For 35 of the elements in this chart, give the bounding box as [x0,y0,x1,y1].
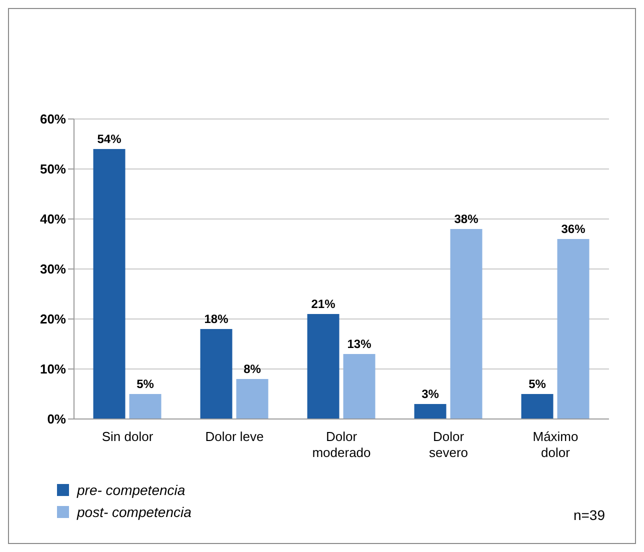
bar [307,314,340,419]
y-tick-label: 20% [40,312,66,327]
x-tick-label: Sin dolor [102,429,154,444]
data-label: 36% [561,222,586,236]
y-tick-label: 40% [40,212,66,227]
x-tick-label: Máximo dolor [532,429,578,460]
x-tick-label: Dolor severo [428,429,468,460]
bar [521,394,554,419]
bar [557,239,590,419]
y-tick-label: 10% [40,362,66,377]
bar [129,394,162,419]
x-tick-label: Dolor leve [205,429,264,444]
data-label: 18% [204,312,229,326]
legend-label: pre- competencia [77,482,186,498]
data-label: 54% [97,132,122,146]
bar [450,229,482,419]
data-label: 13% [347,337,372,351]
data-label: 21% [311,297,336,311]
x-tick-label: Dolor moderado [312,429,371,460]
legend-label: post- competencia [77,504,192,520]
bar [343,354,376,419]
data-label: 5% [528,377,546,391]
y-tick-label: 30% [40,262,66,277]
data-label: 38% [454,212,479,226]
bar [236,379,268,419]
data-label: 3% [422,387,440,401]
y-tick-label: 50% [40,162,66,177]
data-label: 5% [136,377,154,391]
bar [414,404,446,419]
y-tick-label: 60% [40,112,66,127]
bar [93,149,126,419]
data-label: 8% [244,362,262,376]
y-tick-label: 0% [47,412,66,427]
bar [200,329,232,419]
text: n=39 [573,507,605,523]
